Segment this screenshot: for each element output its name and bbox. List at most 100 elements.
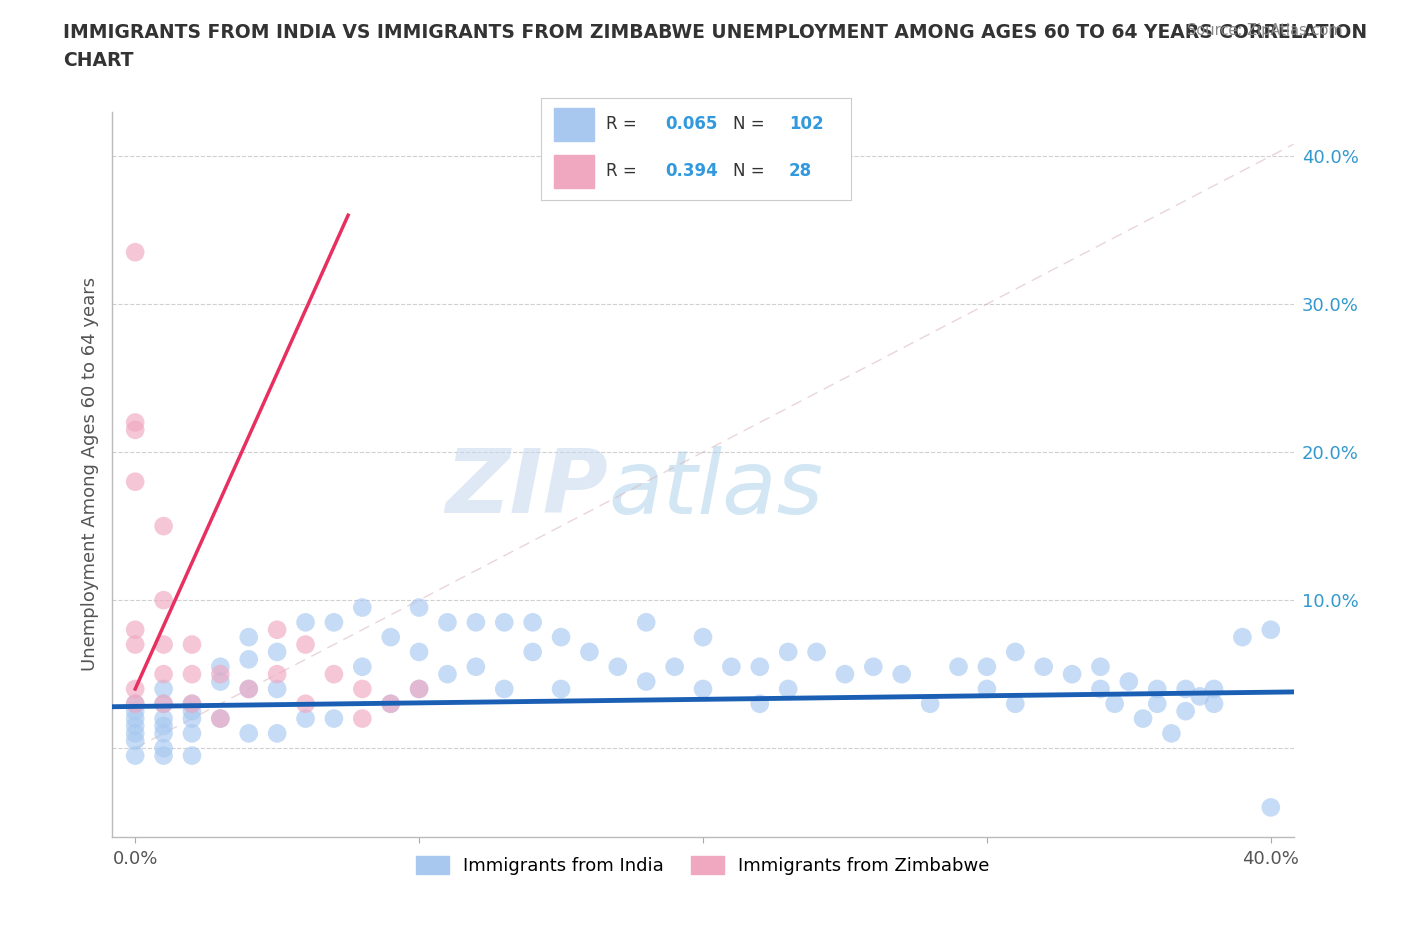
Point xyxy=(124,704,146,719)
Text: ZIP: ZIP xyxy=(446,445,609,532)
Point xyxy=(1232,630,1254,644)
Point xyxy=(152,740,174,755)
Point xyxy=(352,600,374,615)
Point xyxy=(976,659,998,674)
Legend: Immigrants from India, Immigrants from Zimbabwe: Immigrants from India, Immigrants from Z… xyxy=(409,848,997,883)
Point xyxy=(1188,689,1211,704)
Point xyxy=(152,682,174,697)
Point xyxy=(152,519,174,534)
Point xyxy=(124,245,146,259)
Point xyxy=(323,711,346,726)
Point xyxy=(152,637,174,652)
Point xyxy=(152,667,174,682)
Point xyxy=(720,659,742,674)
Point xyxy=(238,652,260,667)
Point xyxy=(1090,659,1112,674)
Point xyxy=(1202,682,1225,697)
Point xyxy=(1202,697,1225,711)
Point xyxy=(1004,644,1026,659)
Point xyxy=(436,667,458,682)
Point xyxy=(494,682,516,697)
Point xyxy=(1146,682,1168,697)
Point xyxy=(1004,697,1026,711)
Point xyxy=(1146,697,1168,711)
Point xyxy=(976,682,998,697)
Point xyxy=(323,615,346,630)
Point xyxy=(181,637,204,652)
Point xyxy=(181,697,204,711)
Point xyxy=(152,592,174,607)
Text: R =: R = xyxy=(606,115,643,133)
Point xyxy=(266,726,288,741)
Text: N =: N = xyxy=(733,163,770,180)
Point xyxy=(152,697,174,711)
Point xyxy=(806,644,828,659)
Point xyxy=(152,711,174,726)
Point xyxy=(181,697,204,711)
Point xyxy=(1118,674,1140,689)
Point xyxy=(862,659,884,674)
Point xyxy=(124,422,146,437)
Point xyxy=(124,726,146,741)
Point xyxy=(380,630,402,644)
Text: Source: ZipAtlas.com: Source: ZipAtlas.com xyxy=(1187,23,1343,38)
Point xyxy=(1174,704,1197,719)
Text: 102: 102 xyxy=(789,115,824,133)
Point xyxy=(1174,682,1197,697)
Point xyxy=(748,659,770,674)
Point xyxy=(550,630,572,644)
Point xyxy=(238,682,260,697)
Point xyxy=(436,615,458,630)
Point xyxy=(352,659,374,674)
Text: IMMIGRANTS FROM INDIA VS IMMIGRANTS FROM ZIMBABWE UNEMPLOYMENT AMONG AGES 60 TO : IMMIGRANTS FROM INDIA VS IMMIGRANTS FROM… xyxy=(63,23,1368,42)
Point xyxy=(380,697,402,711)
Point xyxy=(294,637,316,652)
Point xyxy=(606,659,628,674)
Point xyxy=(124,637,146,652)
Point xyxy=(664,659,686,674)
Point xyxy=(181,726,204,741)
Point xyxy=(408,644,430,659)
Point xyxy=(209,674,232,689)
Point xyxy=(294,697,316,711)
Point xyxy=(748,697,770,711)
Point xyxy=(238,630,260,644)
Point xyxy=(238,726,260,741)
Point xyxy=(238,682,260,697)
Point xyxy=(464,659,486,674)
Point xyxy=(550,682,572,697)
Point xyxy=(294,711,316,726)
Point xyxy=(181,748,204,763)
Point xyxy=(408,600,430,615)
Point xyxy=(209,659,232,674)
Point xyxy=(380,697,402,711)
Point xyxy=(522,644,544,659)
Point xyxy=(948,659,970,674)
Point xyxy=(522,615,544,630)
Point xyxy=(124,415,146,430)
Point xyxy=(464,615,486,630)
Point xyxy=(294,615,316,630)
Point xyxy=(1032,659,1054,674)
Text: 0.394: 0.394 xyxy=(665,163,718,180)
Point xyxy=(890,667,912,682)
Text: atlas: atlas xyxy=(609,445,824,532)
Point xyxy=(209,667,232,682)
Point xyxy=(152,719,174,734)
Point xyxy=(1160,726,1182,741)
Point xyxy=(352,711,374,726)
Point xyxy=(778,644,800,659)
Bar xyxy=(554,108,593,140)
Point xyxy=(1260,622,1282,637)
Point xyxy=(692,630,714,644)
Point xyxy=(578,644,600,659)
Point xyxy=(692,682,714,697)
Point xyxy=(124,711,146,726)
Point xyxy=(124,682,146,697)
Point xyxy=(1132,711,1154,726)
Point xyxy=(181,711,204,726)
Text: N =: N = xyxy=(733,115,770,133)
Point xyxy=(124,697,146,711)
Text: 0.065: 0.065 xyxy=(665,115,717,133)
Point xyxy=(124,474,146,489)
